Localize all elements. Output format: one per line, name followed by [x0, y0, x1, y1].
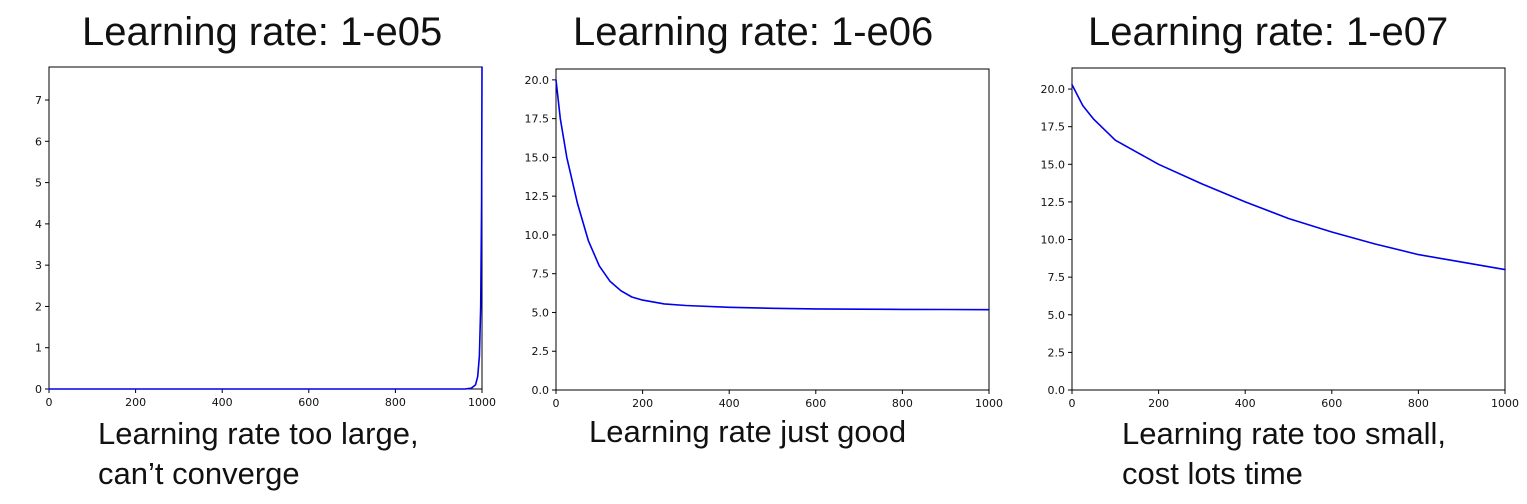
caption-1: Learning rate too large, can’t converge: [98, 414, 419, 494]
x-tick-label: 0: [46, 396, 53, 409]
x-tick-label: 0: [553, 397, 560, 410]
y-tick-label: 20.0: [1041, 83, 1066, 96]
x-tick-label: 1000: [468, 396, 496, 409]
y-tick-label: 15.0: [1041, 158, 1066, 171]
series-line: [1071, 83, 1506, 271]
plot-frame: [48, 66, 483, 390]
caption-3: Learning rate too small, cost lots time: [1122, 414, 1446, 494]
panel-title-3: Learning rate: 1-e07: [1088, 10, 1449, 54]
x-tick-label: 1000: [975, 397, 1003, 410]
y-tick-label: 0: [35, 383, 42, 396]
y-tick-label: 5.0: [1048, 309, 1066, 322]
plot-frame: [1071, 67, 1506, 391]
x-tick-label: 1000: [1491, 397, 1519, 410]
y-tick-label: 0.0: [532, 384, 550, 397]
x-tick-label: 600: [1321, 397, 1342, 410]
x-tick-label: 600: [298, 396, 319, 409]
x-tick-label: 800: [1408, 397, 1429, 410]
x-tick-label: 0: [1069, 397, 1076, 410]
caption-2: Learning rate just good: [589, 412, 906, 452]
x-tick-label: 800: [892, 397, 913, 410]
y-tick-label: 2: [35, 300, 42, 313]
panel-title-2: Learning rate: 1-e06: [573, 10, 934, 54]
x-tick-label: 400: [719, 397, 740, 410]
chart-1: 0 200 400 600 800 1000 0 1 2 3 4 5 6 7: [35, 66, 496, 409]
y-tick-label: 7.5: [1048, 271, 1066, 284]
y-tick-label: 15.0: [525, 151, 550, 164]
chart-2: 0 200 400 600 800 1000 0.0 2.5 5.0 7.5 10.0 12.5 15.…: [525, 68, 1003, 410]
y-tick-label: 2.5: [532, 345, 550, 358]
x-tick-label: 600: [805, 397, 826, 410]
y-tick-label: 7: [35, 94, 42, 107]
series-line: [48, 66, 483, 390]
series-line: [555, 79, 990, 311]
y-tick-label: 6: [35, 135, 42, 148]
y-tick-label: 12.5: [1041, 196, 1066, 209]
y-tick-label: 4: [35, 218, 42, 231]
y-tick-label: 20.0: [525, 74, 550, 87]
x-tick-label: 400: [212, 396, 233, 409]
caption-3-line-2: cost lots time: [1122, 456, 1303, 491]
y-tick-label: 17.5: [1041, 121, 1066, 134]
y-tick-label: 3: [35, 259, 42, 272]
x-tick-label: 800: [385, 396, 406, 409]
y-tick-label: 10.0: [525, 229, 550, 242]
x-tick-label: 400: [1235, 397, 1256, 410]
panel-title-1: Learning rate: 1-e05: [82, 10, 443, 54]
y-tick-label: 5: [35, 177, 42, 190]
y-tick-label: 2.5: [1048, 346, 1066, 359]
y-tick-label: 7.5: [532, 268, 550, 281]
y-tick-label: 0.0: [1048, 384, 1066, 397]
x-tick-label: 200: [125, 396, 146, 409]
y-tick-label: 5.0: [532, 306, 550, 319]
y-tick-label: 17.5: [525, 113, 550, 126]
caption-1-line-1: Learning rate too large,: [98, 416, 419, 451]
x-tick-label: 200: [1148, 397, 1169, 410]
x-tick-label: 200: [632, 397, 653, 410]
caption-1-line-2: can’t converge: [98, 456, 300, 491]
chart-3: 0 200 400 600 800 1000 0.0 2.5 5.0 7.5 10.0 12.5 15.…: [1041, 67, 1519, 410]
caption-3-line-1: Learning rate too small,: [1122, 416, 1446, 451]
y-tick-label: 10.0: [1041, 234, 1066, 247]
y-tick-label: 12.5: [525, 190, 550, 203]
plot-frame: [555, 68, 990, 391]
caption-2-line-1: Learning rate just good: [589, 414, 907, 449]
y-tick-label: 1: [35, 342, 42, 355]
